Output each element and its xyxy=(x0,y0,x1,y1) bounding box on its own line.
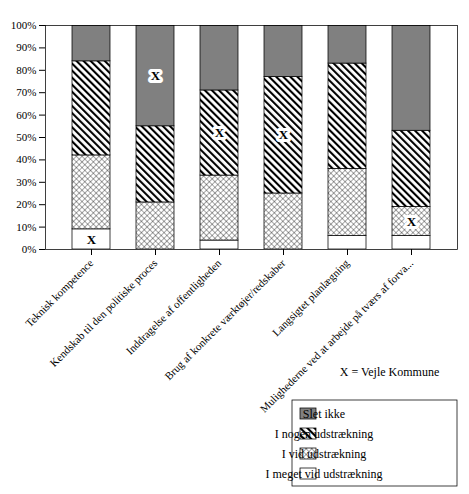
svg-text:X: X xyxy=(279,127,289,142)
svg-text:X = Vejle Kommune: X = Vejle Kommune xyxy=(340,365,440,379)
svg-text:X: X xyxy=(215,125,225,140)
svg-text:Brug af konkrete værktøjer/red: Brug af konkrete værktøjer/redskaber xyxy=(162,257,288,383)
svg-text:Slet ikke: Slet ikke xyxy=(303,407,345,421)
svg-text:X: X xyxy=(151,68,161,83)
svg-text:Langsigtet planlægning: Langsigtet planlægning xyxy=(269,256,352,339)
svg-text:50%: 50% xyxy=(16,131,36,143)
svg-text:100%: 100% xyxy=(11,19,37,31)
svg-text:X: X xyxy=(407,214,417,229)
svg-text:10%: 10% xyxy=(16,221,36,233)
svg-text:0%: 0% xyxy=(22,243,37,255)
svg-text:Kendskab til den politiske pro: Kendskab til den politiske proces xyxy=(47,257,159,369)
svg-text:80%: 80% xyxy=(16,64,36,76)
svg-text:I meget vid udstrækning: I meget vid udstrækning xyxy=(266,467,383,481)
svg-text:I vid udstrækning: I vid udstrækning xyxy=(282,447,367,461)
svg-text:30%: 30% xyxy=(16,176,36,188)
svg-text:Mulighederne ved at arbejde på: Mulighederne ved at arbejde på tværs af … xyxy=(257,257,415,415)
svg-text:20%: 20% xyxy=(16,198,36,210)
svg-text:X: X xyxy=(87,232,97,247)
svg-text:90%: 90% xyxy=(16,41,36,53)
svg-text:40%: 40% xyxy=(16,153,36,165)
svg-text:I nogen udstrækning: I nogen udstrækning xyxy=(275,427,374,441)
svg-text:70%: 70% xyxy=(16,86,36,98)
svg-text:Inddragelse af offentligheden: Inddragelse af offentligheden xyxy=(123,256,224,357)
svg-text:60%: 60% xyxy=(16,109,36,121)
svg-text:Teknisk kompetence: Teknisk kompetence xyxy=(23,257,96,330)
